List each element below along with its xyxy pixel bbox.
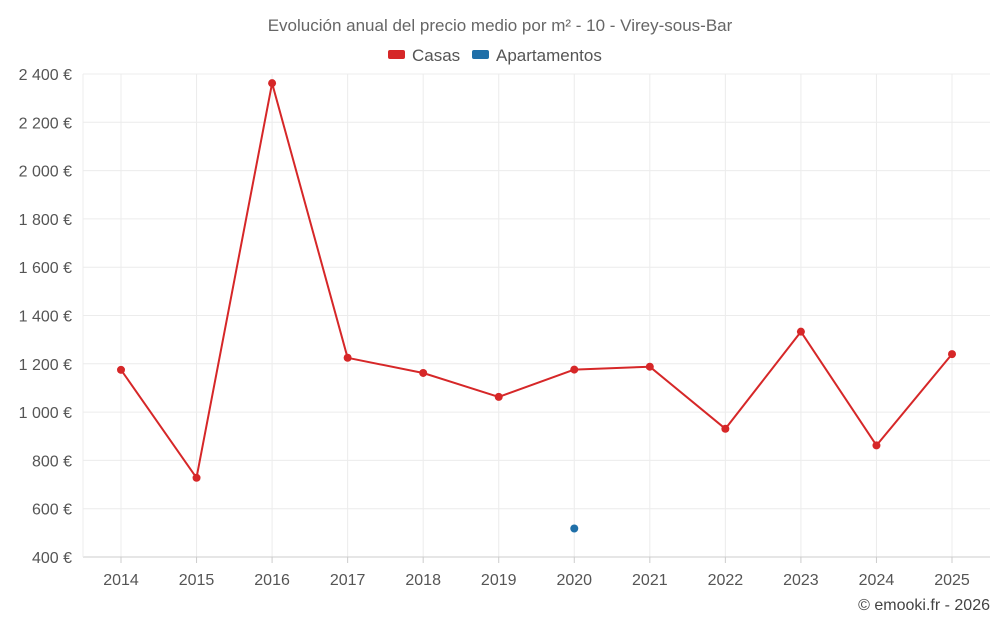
data-point-casas[interactable] [192,473,201,482]
x-axis-ticks: 2014 2015 2016 2017 2018 2019 2020 2021 2022 2023… [103,572,970,589]
data-point-casas[interactable] [570,365,579,374]
x-tick-label: 2019 [481,572,517,589]
axes [82,74,990,563]
legend: Casas Apartamentos [388,46,602,65]
series-line-casas [120,82,953,479]
legend-item-casas[interactable]: Casas [388,46,460,65]
y-tick-label: 1 200 € [19,357,72,374]
legend-label-casas: Casas [412,46,460,65]
y-axis-ticks: 400 € 600 € 800 € 1 000 € 1 200 € 1 400 € 1 60… [19,67,72,567]
y-tick-label: 1 800 € [19,212,72,229]
x-tick-label: 2014 [103,572,139,589]
data-point-casas[interactable] [721,424,730,433]
y-tick-label: 1 600 € [19,260,72,277]
x-tick-label: 2017 [330,572,366,589]
legend-swatch-casas [388,50,405,59]
data-point-casas[interactable] [268,79,277,88]
data-point-casas[interactable] [343,353,352,362]
y-tick-label: 2 400 € [19,67,72,84]
data-point-casas[interactable] [948,350,956,359]
legend-label-apartamentos: Apartamentos [496,46,602,65]
y-tick-label: 600 € [32,502,72,519]
y-tick-label: 1 400 € [19,309,72,326]
series [117,79,956,533]
legend-swatch-apartamentos [472,50,489,59]
y-tick-label: 800 € [32,453,72,470]
x-tick-label: 2022 [708,572,744,589]
y-tick-label: 2 000 € [19,164,72,181]
x-tick-label: 2018 [405,572,441,589]
y-tick-label: 1 000 € [19,405,72,422]
data-point-casas[interactable] [796,327,805,336]
grid [83,73,990,557]
data-point-casas[interactable] [494,392,503,401]
x-tick-label: 2015 [179,572,215,589]
data-point-apartamentos[interactable] [570,524,579,533]
x-tick-label: 2023 [783,572,819,589]
data-point-casas[interactable] [872,441,881,450]
legend-item-apartamentos[interactable]: Apartamentos [472,46,602,65]
x-tick-label: 2024 [859,572,895,589]
y-tick-label: 2 200 € [19,115,72,132]
data-point-casas[interactable] [117,365,125,374]
x-tick-label: 2025 [934,572,970,589]
chart-title: Evolución anual del precio medio por m² … [268,16,733,35]
x-tick-label: 2020 [556,572,592,589]
credit-text: © emooki.fr - 2026 [858,597,990,614]
data-point-casas[interactable] [645,362,654,371]
x-tick-label: 2016 [254,572,290,589]
x-tick-label: 2021 [632,572,668,589]
data-point-casas[interactable] [419,368,428,377]
y-tick-label: 400 € [32,550,72,567]
